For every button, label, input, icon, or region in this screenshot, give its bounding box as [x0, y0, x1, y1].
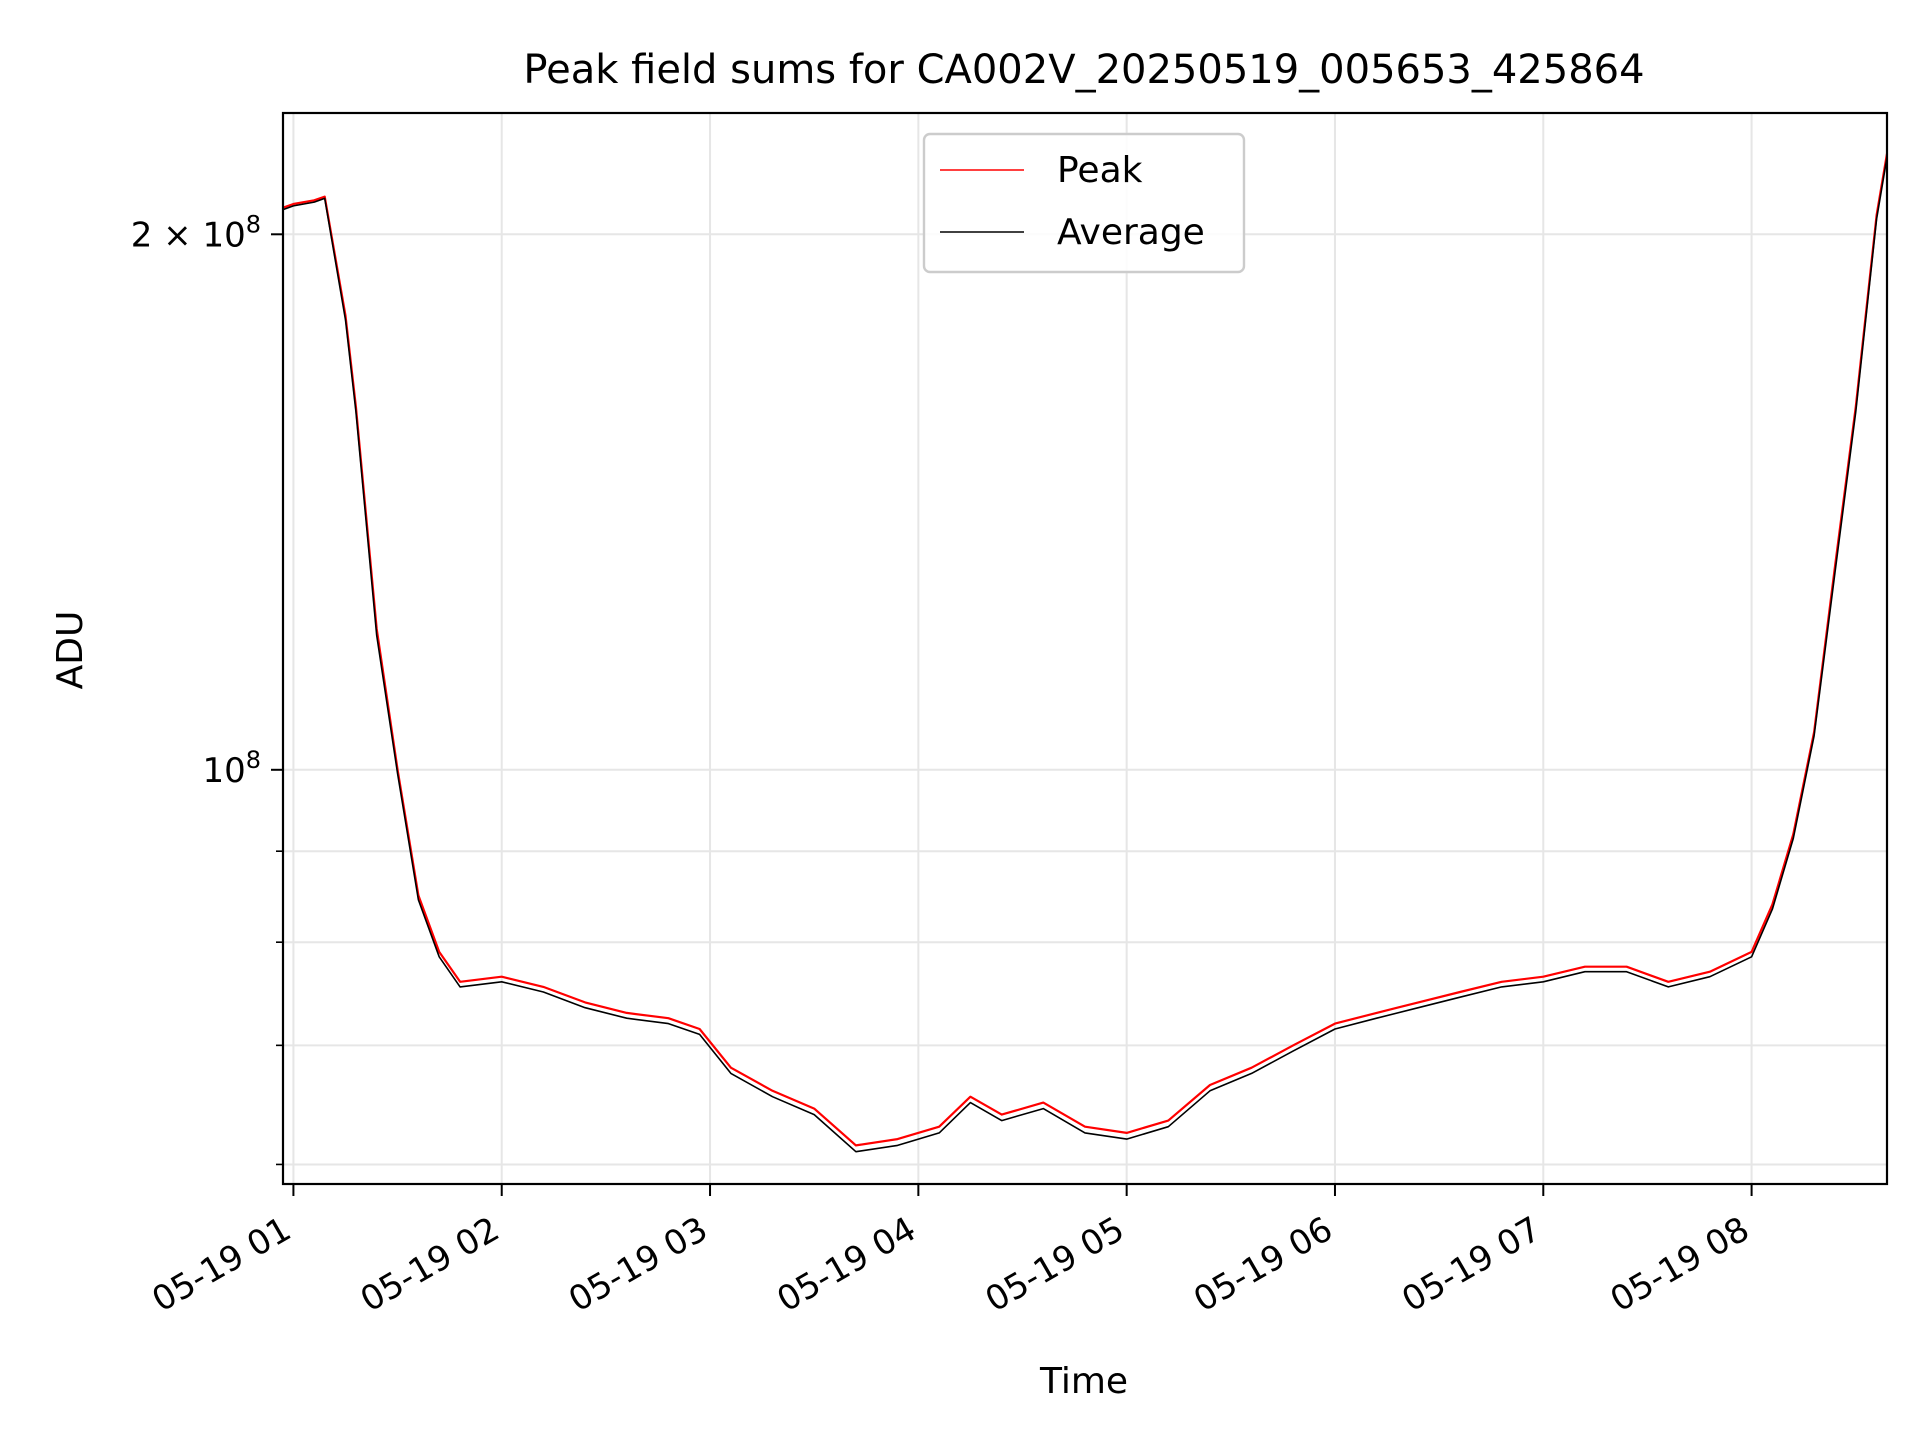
- chart-title: Peak field sums for CA002V_20250519_0056…: [523, 47, 1644, 93]
- grid-lines: [283, 113, 1887, 1184]
- y-axis-label: ADU: [50, 611, 91, 690]
- y-tick-label: 2 × 108: [131, 210, 261, 255]
- legend-label-peak: Peak: [1057, 150, 1143, 191]
- series-line-average: [282, 157, 1888, 1153]
- x-axis-label: Time: [1039, 1361, 1128, 1402]
- legend-label-average: Average: [1057, 212, 1205, 253]
- series-line-peak: [282, 153, 1889, 1147]
- y-tick-label: 108: [202, 746, 261, 791]
- plot-frame: [281, 111, 1889, 1186]
- series-layer: [282, 153, 1889, 1153]
- legend-box: [922, 132, 1246, 274]
- legend: Peak Average: [922, 132, 1246, 274]
